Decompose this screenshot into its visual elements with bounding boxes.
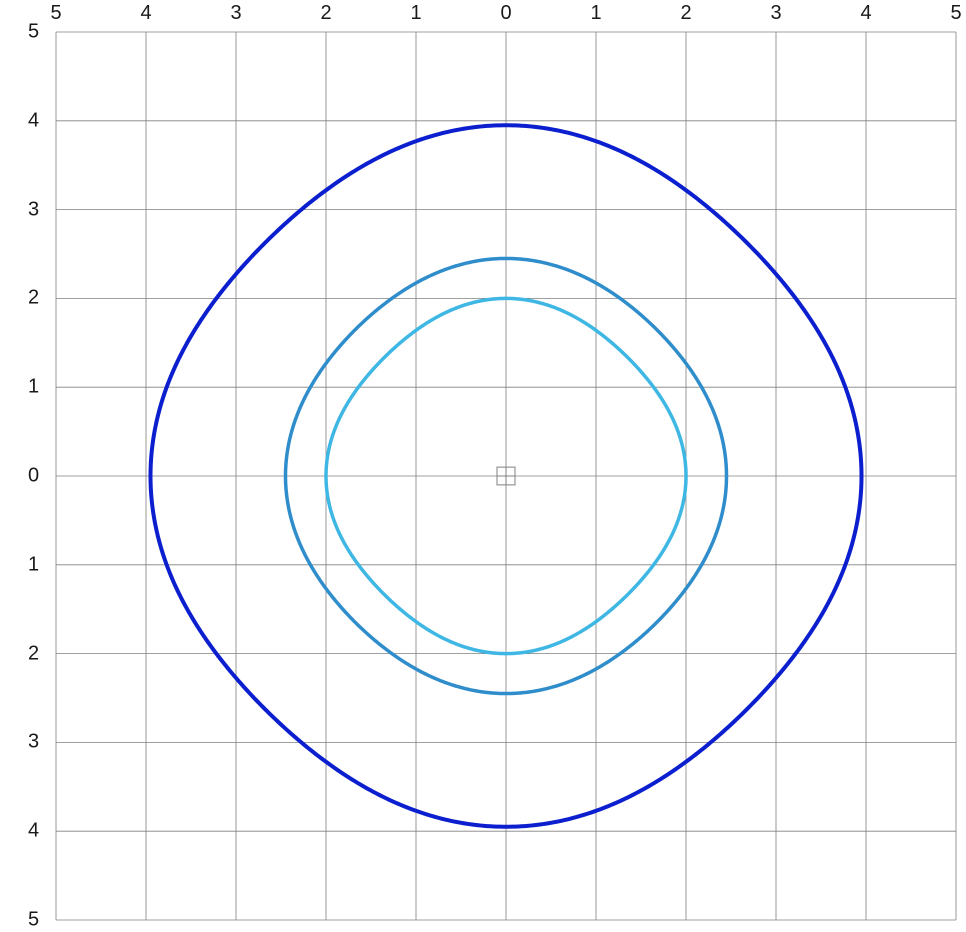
x-tick-label: 0 [500,2,511,25]
x-tick-label: 4 [140,2,151,25]
y-tick-label: 2 [28,287,39,310]
y-tick-label: 3 [28,731,39,754]
y-tick-label: 5 [28,909,39,932]
x-tick-label: 1 [410,2,421,25]
x-tick-label: 3 [230,2,241,25]
polar-grid-chart: 54321012345 54321012345 [0,0,966,927]
y-tick-label: 4 [28,109,39,132]
x-tick-label: 5 [950,2,961,25]
y-tick-label: 1 [28,376,39,399]
x-tick-label: 2 [320,2,331,25]
y-tick-label: 0 [28,465,39,488]
y-tick-label: 5 [28,21,39,44]
y-tick-label: 3 [28,198,39,221]
y-tick-label: 2 [28,642,39,665]
x-tick-label: 2 [680,2,691,25]
x-tick-label: 5 [50,2,61,25]
plot-svg [0,0,966,927]
x-tick-label: 3 [770,2,781,25]
y-tick-label: 4 [28,820,39,843]
x-tick-label: 1 [590,2,601,25]
y-tick-label: 1 [28,553,39,576]
x-tick-label: 4 [860,2,871,25]
